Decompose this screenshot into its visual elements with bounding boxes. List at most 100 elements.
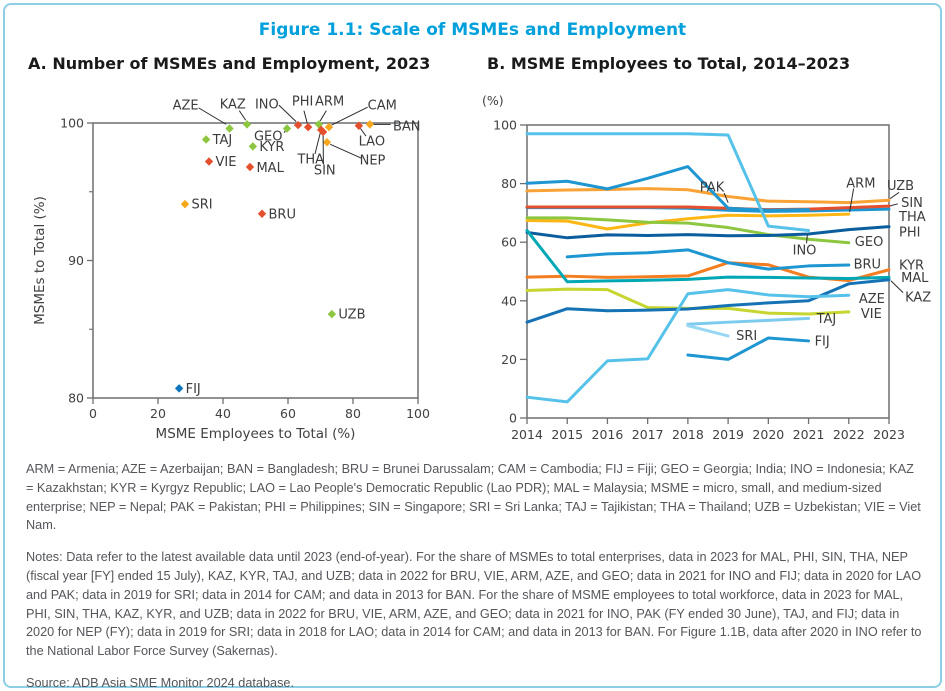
series-line bbox=[525, 187, 891, 205]
series-line bbox=[525, 204, 891, 212]
country-label: THA bbox=[296, 152, 324, 167]
x-tick-label: 2015 bbox=[551, 427, 583, 442]
country-label: PHI bbox=[292, 95, 313, 110]
notes-text: Notes: Data refer to the latest availabl… bbox=[26, 550, 922, 659]
x-tick-label: 2023 bbox=[873, 427, 905, 442]
series-label: SIN bbox=[901, 196, 923, 211]
panel-b-title: B. MSME Employees to Total, 2014–2023 bbox=[487, 54, 851, 73]
country-label: BRU bbox=[269, 207, 296, 222]
series-label: THA bbox=[898, 210, 926, 225]
x-tick-label: 2020 bbox=[752, 427, 784, 442]
scatter-point-INO: INO bbox=[255, 97, 303, 130]
diamond-marker bbox=[324, 122, 334, 132]
diamond-marker bbox=[327, 309, 337, 319]
country-label: SRI bbox=[191, 198, 212, 213]
x-tick-label: 20 bbox=[150, 406, 166, 421]
country-label: KAZ bbox=[220, 97, 246, 112]
label-leader-line bbox=[238, 110, 247, 121]
diamond-marker bbox=[245, 162, 255, 172]
label-leader-line bbox=[890, 280, 904, 293]
line-series-FIJ: FIJ bbox=[686, 335, 830, 361]
series-line bbox=[565, 248, 851, 271]
scatter-point-TAJ: TAJ bbox=[201, 133, 233, 148]
y-tick-label: 20 bbox=[501, 352, 517, 367]
series-label: PHI bbox=[899, 226, 920, 241]
scatter-point-KAZ: KAZ bbox=[220, 97, 252, 129]
label-leader-line bbox=[198, 107, 227, 125]
country-label: MAL bbox=[256, 161, 284, 176]
x-tick-label: 0 bbox=[89, 406, 97, 421]
series-label: TAJ bbox=[816, 312, 837, 327]
diamond-marker bbox=[257, 209, 267, 218]
country-label: AZE bbox=[173, 99, 199, 114]
label-leader-line bbox=[360, 128, 367, 137]
line-series-KAZ: KAZ bbox=[525, 278, 931, 324]
diamond-marker bbox=[303, 122, 313, 132]
line-series-MAL: MAL bbox=[525, 228, 929, 286]
scatter-point-VIE: VIE bbox=[204, 155, 236, 170]
line-series-UZB: UZB bbox=[525, 179, 914, 205]
country-label: BAN bbox=[393, 119, 421, 134]
x-axis-title: MSME Employees to Total (%) bbox=[156, 426, 356, 442]
scatter-point-CAM: CAM bbox=[324, 99, 397, 132]
y-tick-label: 60 bbox=[501, 235, 517, 250]
diamond-marker bbox=[204, 157, 214, 166]
label-leader-line bbox=[314, 133, 321, 155]
country-label: ARM bbox=[315, 95, 344, 110]
scatter-point-BRU: BRU bbox=[257, 207, 296, 222]
y-tick-label: 100 bbox=[60, 116, 84, 131]
line-series-ARM: ARM bbox=[525, 177, 875, 231]
abbreviations-text: ARM = Armenia; AZE = Azerbaijan; BAN = B… bbox=[26, 462, 921, 533]
x-tick-label: 100 bbox=[406, 406, 430, 421]
country-label: NEP bbox=[360, 154, 386, 169]
x-tick-label: 2014 bbox=[511, 427, 543, 442]
unit-label: (%) bbox=[482, 93, 504, 108]
series-label: KYR bbox=[899, 258, 924, 273]
x-tick-label: 80 bbox=[345, 406, 361, 421]
figure-title: Figure 1.1: Scale of MSMEs and Employmen… bbox=[258, 20, 687, 40]
label-leader-line bbox=[890, 203, 898, 207]
country-label: FIJ bbox=[186, 382, 201, 397]
scatter-point-BAN: BAN bbox=[365, 119, 421, 134]
y-tick-label: 100 bbox=[493, 118, 517, 133]
line-chart-msme-employees-share: (%) 0 20 40 60 80 100 2014 2015 2016 2017 2018 2019 2… bbox=[482, 93, 931, 442]
scatter-point-LAO: LAO bbox=[354, 121, 385, 149]
series-label: VIE bbox=[861, 307, 882, 322]
country-label: SIN bbox=[314, 163, 336, 178]
label-leader-line bbox=[278, 104, 297, 122]
country-label: TAJ bbox=[212, 133, 233, 148]
diamond-marker bbox=[180, 199, 190, 209]
scatter-point-SRI: SRI bbox=[180, 198, 213, 213]
line-series-INO: INO bbox=[525, 132, 816, 259]
line-series-THA: THA bbox=[525, 204, 926, 225]
line-series-AZE: AZE bbox=[525, 288, 885, 404]
label-leader-line bbox=[330, 143, 362, 159]
series-label: FIJ bbox=[815, 335, 830, 350]
series-label: KAZ bbox=[905, 290, 931, 305]
y-tick-label: 40 bbox=[501, 293, 517, 308]
diamond-marker bbox=[354, 121, 364, 130]
label-leader-line bbox=[331, 106, 368, 126]
diamond-marker bbox=[322, 138, 332, 147]
label-leader-line bbox=[889, 191, 900, 199]
series-label: GEO bbox=[855, 235, 884, 250]
series-line bbox=[525, 132, 811, 232]
label-leader-line bbox=[849, 188, 855, 213]
x-tick-label: 2016 bbox=[592, 427, 624, 442]
country-label: LAO bbox=[359, 134, 385, 149]
y-tick-label: 80 bbox=[68, 391, 84, 406]
series-label: AZE bbox=[859, 292, 885, 307]
series-line bbox=[525, 216, 851, 245]
series-line bbox=[525, 212, 851, 231]
series-line bbox=[525, 228, 891, 284]
panel-a-title: A. Number of MSMEs and Employment, 2023 bbox=[28, 54, 431, 73]
line-series-BRU: BRU bbox=[565, 248, 881, 272]
line-series-SRI: SRI bbox=[686, 324, 757, 344]
series-line bbox=[525, 225, 891, 240]
x-tick-label: 2017 bbox=[632, 427, 664, 442]
series-label: ARM bbox=[846, 177, 875, 192]
y-tick-label: 0 bbox=[509, 411, 517, 426]
diamond-marker bbox=[201, 135, 211, 144]
diamond-marker bbox=[225, 124, 234, 133]
